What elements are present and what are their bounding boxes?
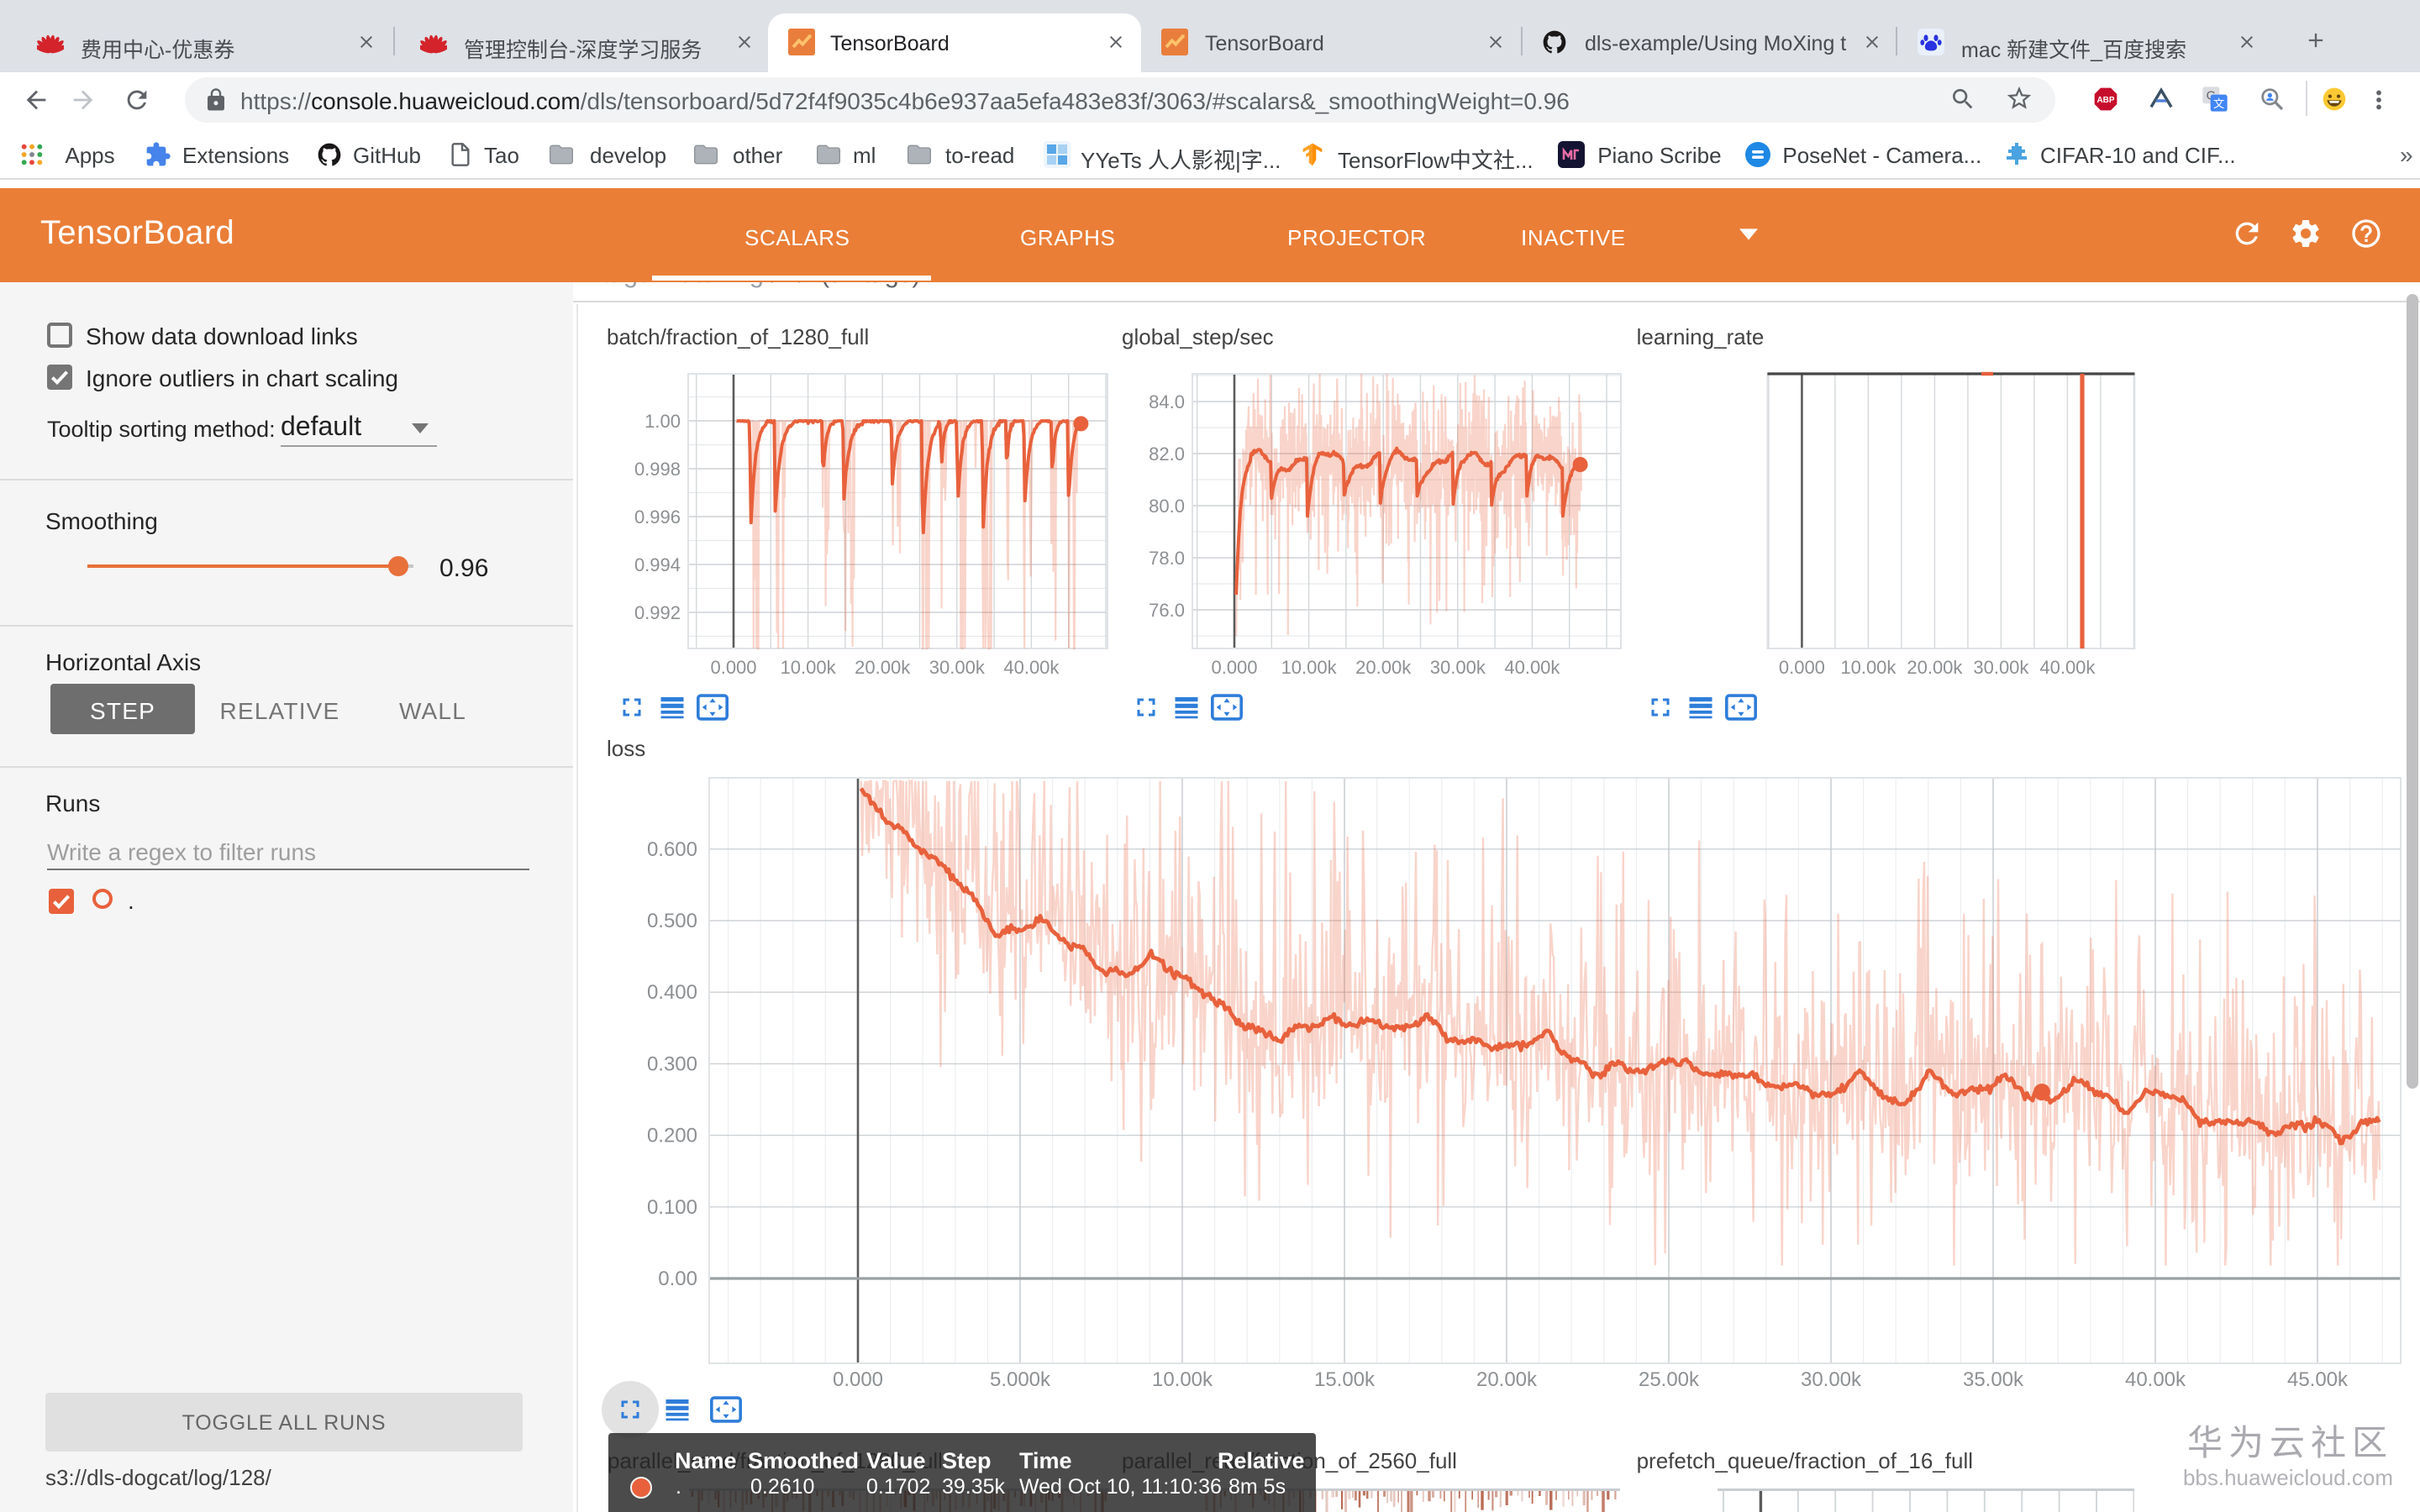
svg-text:0.000: 0.000 xyxy=(833,1368,883,1391)
svg-text:0.400: 0.400 xyxy=(647,981,697,1004)
svg-text:0.00: 0.00 xyxy=(658,1268,697,1290)
svg-text:45.00k: 45.00k xyxy=(2287,1368,2349,1391)
svg-text:1.00: 1.00 xyxy=(644,411,681,432)
svg-text:84.0: 84.0 xyxy=(1148,391,1184,412)
svg-text:20.00k: 20.00k xyxy=(1476,1368,1538,1391)
svg-text:0.000: 0.000 xyxy=(1210,657,1256,678)
svg-text:10.00k: 10.00k xyxy=(1281,657,1337,678)
svg-text:0.992: 0.992 xyxy=(634,602,681,623)
svg-text:40.00k: 40.00k xyxy=(1003,657,1060,678)
svg-text:0.996: 0.996 xyxy=(634,507,681,528)
svg-text:40.00k: 40.00k xyxy=(2125,1368,2186,1391)
svg-text:0.200: 0.200 xyxy=(647,1125,697,1147)
svg-text:10.00k: 10.00k xyxy=(1152,1368,1213,1391)
svg-text:35.00k: 35.00k xyxy=(1963,1368,2024,1391)
svg-text:30.00k: 30.00k xyxy=(1973,657,2029,678)
svg-text:10.00k: 10.00k xyxy=(1840,657,1897,678)
svg-text:5.000k: 5.000k xyxy=(990,1368,1051,1391)
svg-text:0.000: 0.000 xyxy=(710,657,756,678)
svg-text:82.0: 82.0 xyxy=(1148,444,1184,465)
svg-text:15.00k: 15.00k xyxy=(1314,1368,1376,1391)
svg-text:0.000: 0.000 xyxy=(1778,657,1824,678)
svg-text:78.0: 78.0 xyxy=(1148,548,1184,569)
svg-text:25.00k: 25.00k xyxy=(1639,1368,1700,1391)
svg-text:20.00k: 20.00k xyxy=(1907,657,1963,678)
svg-text:10.00k: 10.00k xyxy=(781,657,837,678)
svg-text:76.0: 76.0 xyxy=(1148,600,1184,621)
svg-text:ABP: ABP xyxy=(2096,95,2114,104)
svg-text:0.500: 0.500 xyxy=(647,910,697,932)
svg-text:0.998: 0.998 xyxy=(634,459,681,480)
svg-text:0.600: 0.600 xyxy=(647,838,697,861)
svg-text:30.00k: 30.00k xyxy=(1429,657,1486,678)
svg-text:文: 文 xyxy=(2213,97,2224,109)
svg-text:40.00k: 40.00k xyxy=(2039,657,2096,678)
svg-text:40.00k: 40.00k xyxy=(1503,657,1560,678)
svg-text:20.00k: 20.00k xyxy=(1355,657,1411,678)
svg-text:0.100: 0.100 xyxy=(647,1196,697,1219)
svg-text:30.00k: 30.00k xyxy=(929,657,986,678)
svg-text:20.00k: 20.00k xyxy=(855,657,911,678)
svg-text:30.00k: 30.00k xyxy=(1801,1368,1862,1391)
svg-text:0.994: 0.994 xyxy=(634,554,681,575)
svg-text:0.300: 0.300 xyxy=(647,1053,697,1075)
svg-text:80.0: 80.0 xyxy=(1148,496,1184,517)
